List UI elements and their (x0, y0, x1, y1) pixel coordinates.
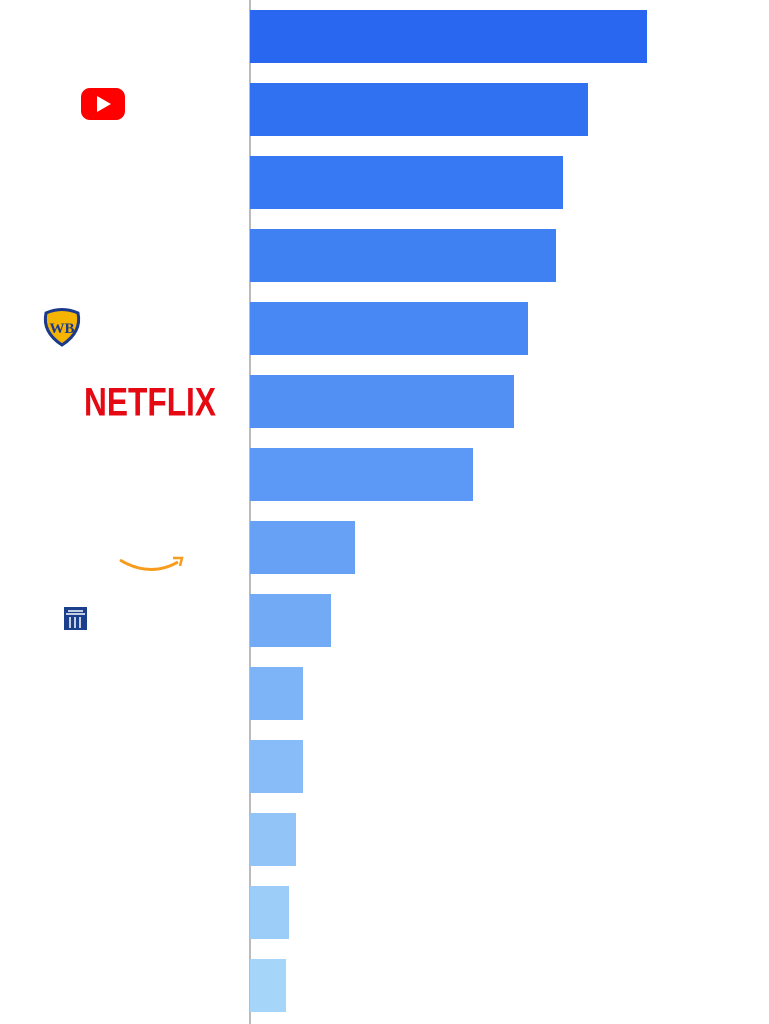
bar (250, 521, 355, 574)
bar (250, 667, 303, 720)
bar (250, 83, 588, 136)
bar (250, 229, 556, 282)
bar (250, 375, 514, 428)
bar (250, 448, 473, 501)
bar (250, 886, 289, 939)
svg-text:WB: WB (49, 321, 74, 337)
bar (250, 302, 528, 355)
category-label: NETFLIX (84, 381, 216, 425)
company-logo (64, 607, 87, 630)
wb-logo: WB (43, 308, 81, 347)
amazon-logo (119, 556, 184, 572)
bar (250, 959, 286, 1012)
bar (250, 156, 563, 209)
youtube-logo (81, 88, 125, 120)
bar (250, 740, 303, 793)
bar (250, 813, 296, 866)
bar (250, 10, 647, 63)
bar (250, 594, 331, 647)
